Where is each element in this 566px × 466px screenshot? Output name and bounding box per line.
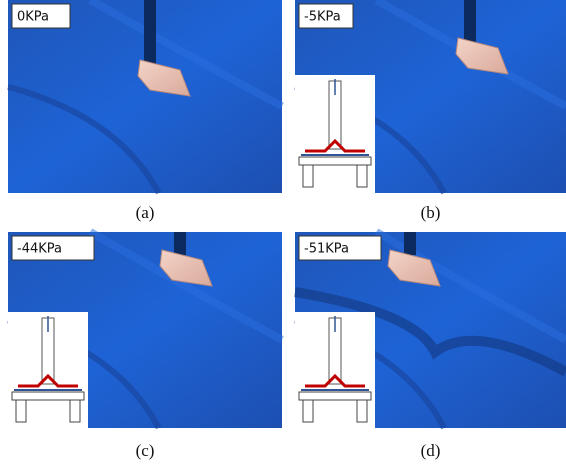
diagram-leg	[70, 400, 80, 422]
pressure-label: -5KPa	[304, 10, 341, 25]
caption: (c)	[136, 441, 155, 460]
diagram-table	[299, 392, 371, 400]
diagram-table	[12, 392, 84, 400]
inset-diagram	[8, 312, 88, 428]
tube	[404, 232, 416, 255]
inset-diagram	[295, 312, 375, 428]
caption: (b)	[421, 203, 441, 222]
diagram-leg	[16, 400, 26, 422]
diagram-leg	[357, 165, 367, 187]
panel: -44KPa (c)	[8, 232, 282, 460]
diagram-leg	[303, 400, 313, 422]
caption: (a)	[136, 203, 155, 222]
panel: -51KPa (d)	[295, 232, 566, 460]
pressure-label: -44KPa	[17, 242, 62, 257]
caption: (d)	[421, 441, 441, 460]
panel: -5KPa (b)	[295, 0, 566, 222]
tube	[144, 0, 156, 65]
diagram-leg	[303, 165, 313, 187]
panel: 0KPa (a)	[8, 0, 282, 222]
diagram-table	[299, 157, 371, 165]
tube	[174, 232, 186, 255]
inset-diagram	[295, 75, 375, 193]
pressure-label: 0KPa	[17, 10, 49, 25]
tube	[464, 0, 476, 43]
pressure-label: -51KPa	[304, 242, 349, 257]
figure: 0KPa (a) -5KPa (b) -44KPa (c) -51KPa (d)	[0, 0, 566, 466]
diagram-leg	[357, 400, 367, 422]
